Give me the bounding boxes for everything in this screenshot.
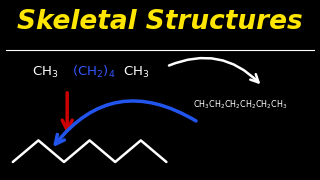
Text: $\mathsf{CH_3}$: $\mathsf{CH_3}$ bbox=[32, 64, 59, 80]
Text: $\mathsf{(CH_2)_4}$: $\mathsf{(CH_2)_4}$ bbox=[72, 64, 116, 80]
Text: $\mathsf{CH_3}$: $\mathsf{CH_3}$ bbox=[123, 64, 150, 80]
Text: Skeletal Structures: Skeletal Structures bbox=[17, 9, 303, 35]
Text: $\mathsf{CH_3CH_2CH_2CH_2CH_2CH_3}$: $\mathsf{CH_3CH_2CH_2CH_2CH_2CH_3}$ bbox=[193, 98, 287, 111]
